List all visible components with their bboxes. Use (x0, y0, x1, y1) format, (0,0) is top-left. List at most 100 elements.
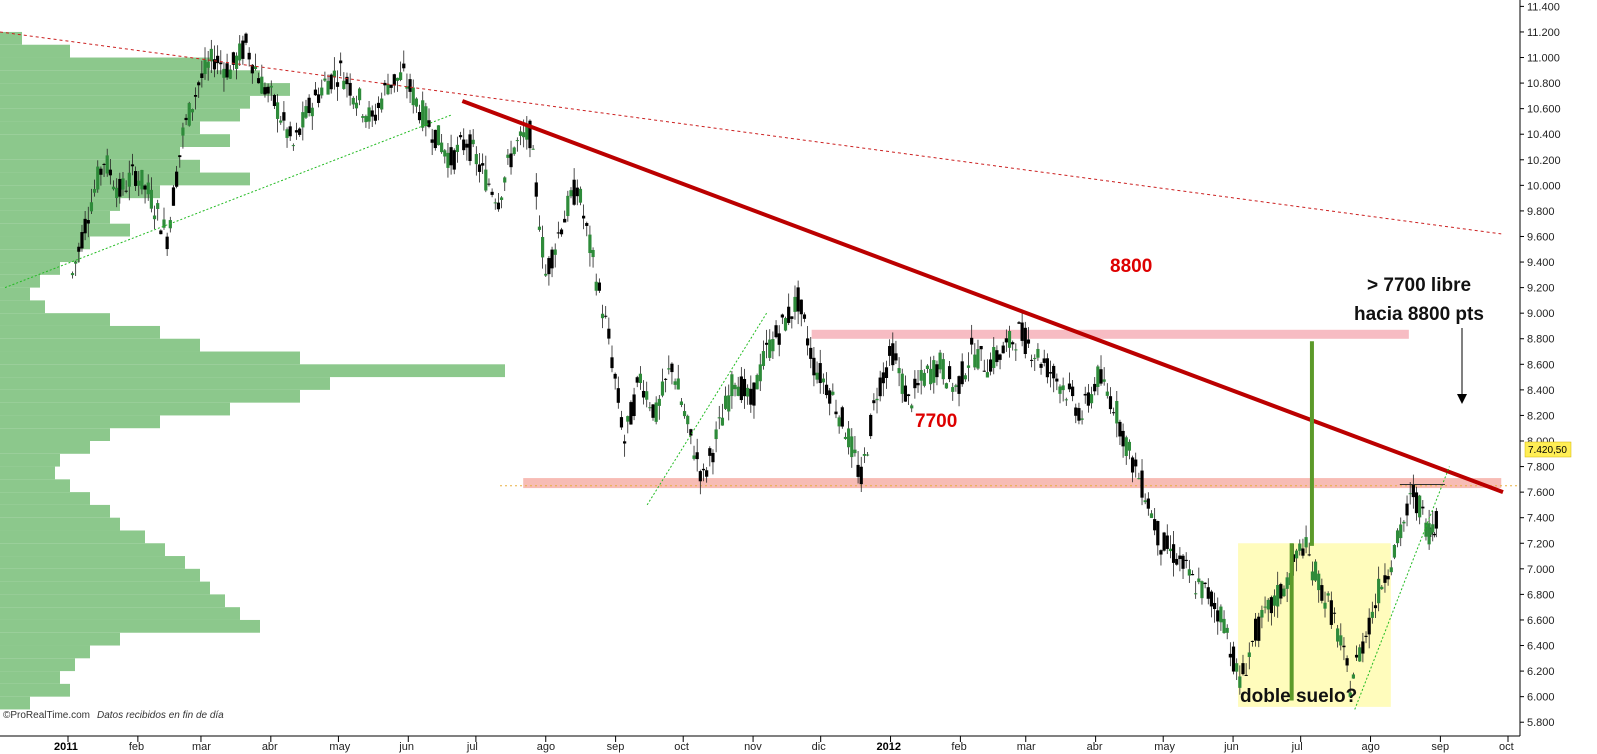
profile-bar (0, 466, 55, 480)
profile-bar (0, 441, 90, 454)
green-uptrend-aug (1354, 466, 1450, 710)
candle-body (493, 202, 497, 204)
candle-body (411, 87, 415, 106)
candle-body (247, 52, 251, 60)
y-tick-label: 10.000 (1527, 180, 1561, 192)
candle-body (865, 454, 870, 456)
profile-bar (0, 147, 180, 160)
candle-body (1030, 359, 1034, 361)
candle-body (670, 363, 674, 373)
candle-body (850, 436, 854, 458)
y-tick-label: 8.200 (1527, 410, 1555, 422)
overlays (500, 329, 1520, 707)
candle-body (121, 178, 125, 190)
profile-bar (0, 287, 30, 301)
candle-body (676, 378, 680, 390)
candle-body (414, 98, 418, 107)
candle-body (837, 417, 841, 427)
candle-body (682, 411, 687, 417)
candle-body (1203, 582, 1207, 585)
x-tick-label: mar (192, 741, 211, 753)
candle-body (872, 400, 876, 404)
candle-body (216, 55, 220, 64)
candle-body (452, 150, 456, 170)
profile-bar (0, 223, 130, 237)
candle-body (1045, 358, 1049, 378)
profile-bar (0, 31, 22, 45)
profile-bar (0, 210, 110, 224)
candle-body (1099, 369, 1103, 384)
candle-body (313, 89, 318, 96)
profile-bar (0, 325, 160, 339)
candle-body (1178, 555, 1182, 560)
candle-body (77, 246, 81, 252)
candle-body (89, 202, 94, 212)
candle-body (263, 87, 267, 95)
candle-body (111, 186, 116, 190)
candle-body (193, 95, 198, 97)
candle-body (1241, 663, 1245, 675)
x-tick-label: feb (129, 741, 144, 753)
candle-body (171, 187, 176, 206)
candle-body (266, 86, 270, 94)
candle-body (74, 261, 78, 264)
candle-body (1235, 663, 1239, 672)
candle-body (727, 395, 731, 412)
candle-body (1171, 544, 1176, 563)
candle-body (367, 107, 371, 122)
candle-body (970, 337, 974, 345)
candle-body (1048, 372, 1053, 374)
candle-body (664, 378, 668, 380)
candle-body (840, 407, 844, 427)
candle-body (1004, 338, 1008, 343)
profile-bar (0, 568, 200, 582)
green-uptrend-oct (646, 312, 768, 506)
candle-body (635, 377, 639, 383)
candle-body (1200, 581, 1204, 599)
candle-body (1036, 348, 1040, 358)
candle-body (853, 449, 857, 454)
candle-body (938, 352, 942, 370)
candle-body (1285, 577, 1289, 589)
candle-body (802, 314, 807, 319)
candle-body (654, 402, 658, 422)
candle-body (1219, 606, 1223, 623)
candle-body (1342, 645, 1346, 648)
candle-body (881, 372, 885, 384)
candle-body (888, 346, 892, 356)
candle-body (793, 296, 797, 312)
candle-body (304, 106, 308, 118)
candle-body (1039, 363, 1043, 368)
candle-body (380, 98, 384, 110)
candle-body (499, 197, 504, 200)
profile-bar (0, 671, 60, 684)
profile-bar (0, 543, 165, 557)
candle-body (566, 195, 570, 217)
profile-bar (0, 517, 120, 531)
candle-body (1408, 493, 1412, 495)
candle-body (323, 78, 327, 81)
candle-body (222, 68, 226, 78)
candle-body (316, 94, 321, 103)
x-tick-label: oct (674, 741, 689, 753)
candle-body (828, 390, 832, 404)
candle-body (1434, 511, 1438, 529)
candle-body (919, 370, 923, 381)
candle-body (1007, 330, 1012, 348)
profile-bar (0, 121, 200, 135)
candle-body (988, 359, 993, 372)
candle-body (1414, 492, 1419, 514)
level-7700-label: 7700 (915, 411, 957, 432)
profile-bar (0, 274, 40, 288)
candle-body (481, 163, 485, 166)
candle-body (301, 112, 305, 128)
candle-body (1276, 584, 1280, 607)
candle-body (130, 164, 135, 167)
candle-body (1432, 533, 1437, 536)
candle-body (1118, 421, 1122, 437)
candle-body (1001, 345, 1005, 354)
candle-body (1317, 573, 1321, 591)
candle-body (932, 360, 936, 383)
candle-body (616, 388, 620, 403)
